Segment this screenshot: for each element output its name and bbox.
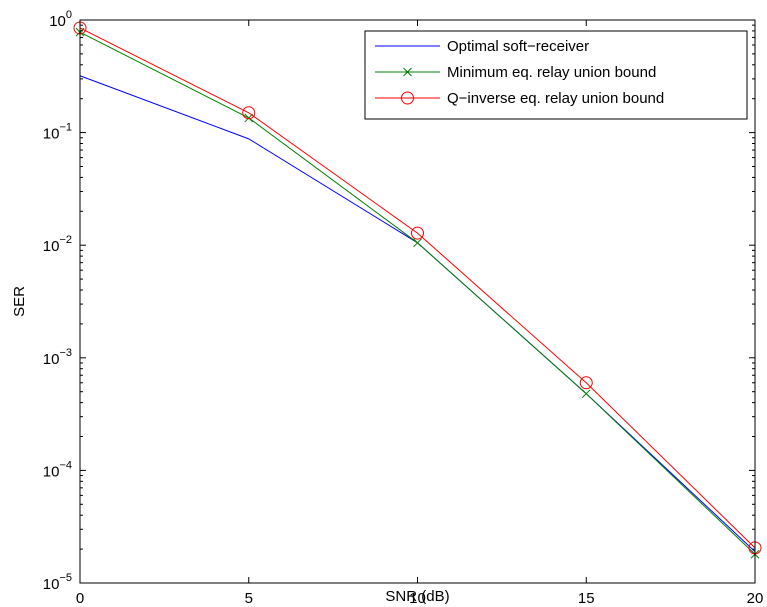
legend-label: Optimal soft−receiver xyxy=(447,38,589,55)
x-tick-label: 15 xyxy=(578,590,595,607)
legend: Optimal soft−receiver Minimum eq. relay u… xyxy=(364,30,748,120)
legend-marker xyxy=(403,67,412,77)
series-2 xyxy=(73,21,762,555)
series-line xyxy=(79,27,756,549)
y-tick-label: 10−5 xyxy=(43,572,72,593)
legend-item: Optimal soft−receiver xyxy=(375,38,589,55)
data-point xyxy=(581,389,591,399)
y-tick-label: 10−3 xyxy=(43,347,72,368)
y-tick-label: 10−1 xyxy=(43,122,72,143)
legend-label: Q−inverse eq. relay union bound xyxy=(447,90,664,107)
legend-item: Minimum eq. relay union bound xyxy=(375,64,656,81)
legend-item: Q−inverse eq. relay union bound xyxy=(375,90,664,107)
data-point xyxy=(242,106,256,120)
data-point xyxy=(413,238,422,248)
y-tick-label: 100 xyxy=(49,9,72,30)
x-tick-label: 20 xyxy=(747,590,764,607)
x-tick-label: 0 xyxy=(76,590,84,607)
series-layer xyxy=(73,21,762,559)
x-tick-label: 10 xyxy=(409,590,426,607)
y-tick-label: 10−4 xyxy=(43,459,72,480)
x-axis-label: SNR (dB) xyxy=(385,588,449,605)
data-point xyxy=(579,376,593,390)
y-tick-label: 10−2 xyxy=(43,234,72,255)
data-point xyxy=(411,226,424,240)
legend-marker xyxy=(401,91,414,105)
legend-label: Minimum eq. relay union bound xyxy=(447,64,656,81)
y-axis-label: SER xyxy=(11,286,28,317)
axes-layer: 0 5 10 15 20 10−5 10−4 10−3 10−2 10−1 100 xyxy=(43,9,764,607)
x-tick-label: 5 xyxy=(245,590,253,607)
